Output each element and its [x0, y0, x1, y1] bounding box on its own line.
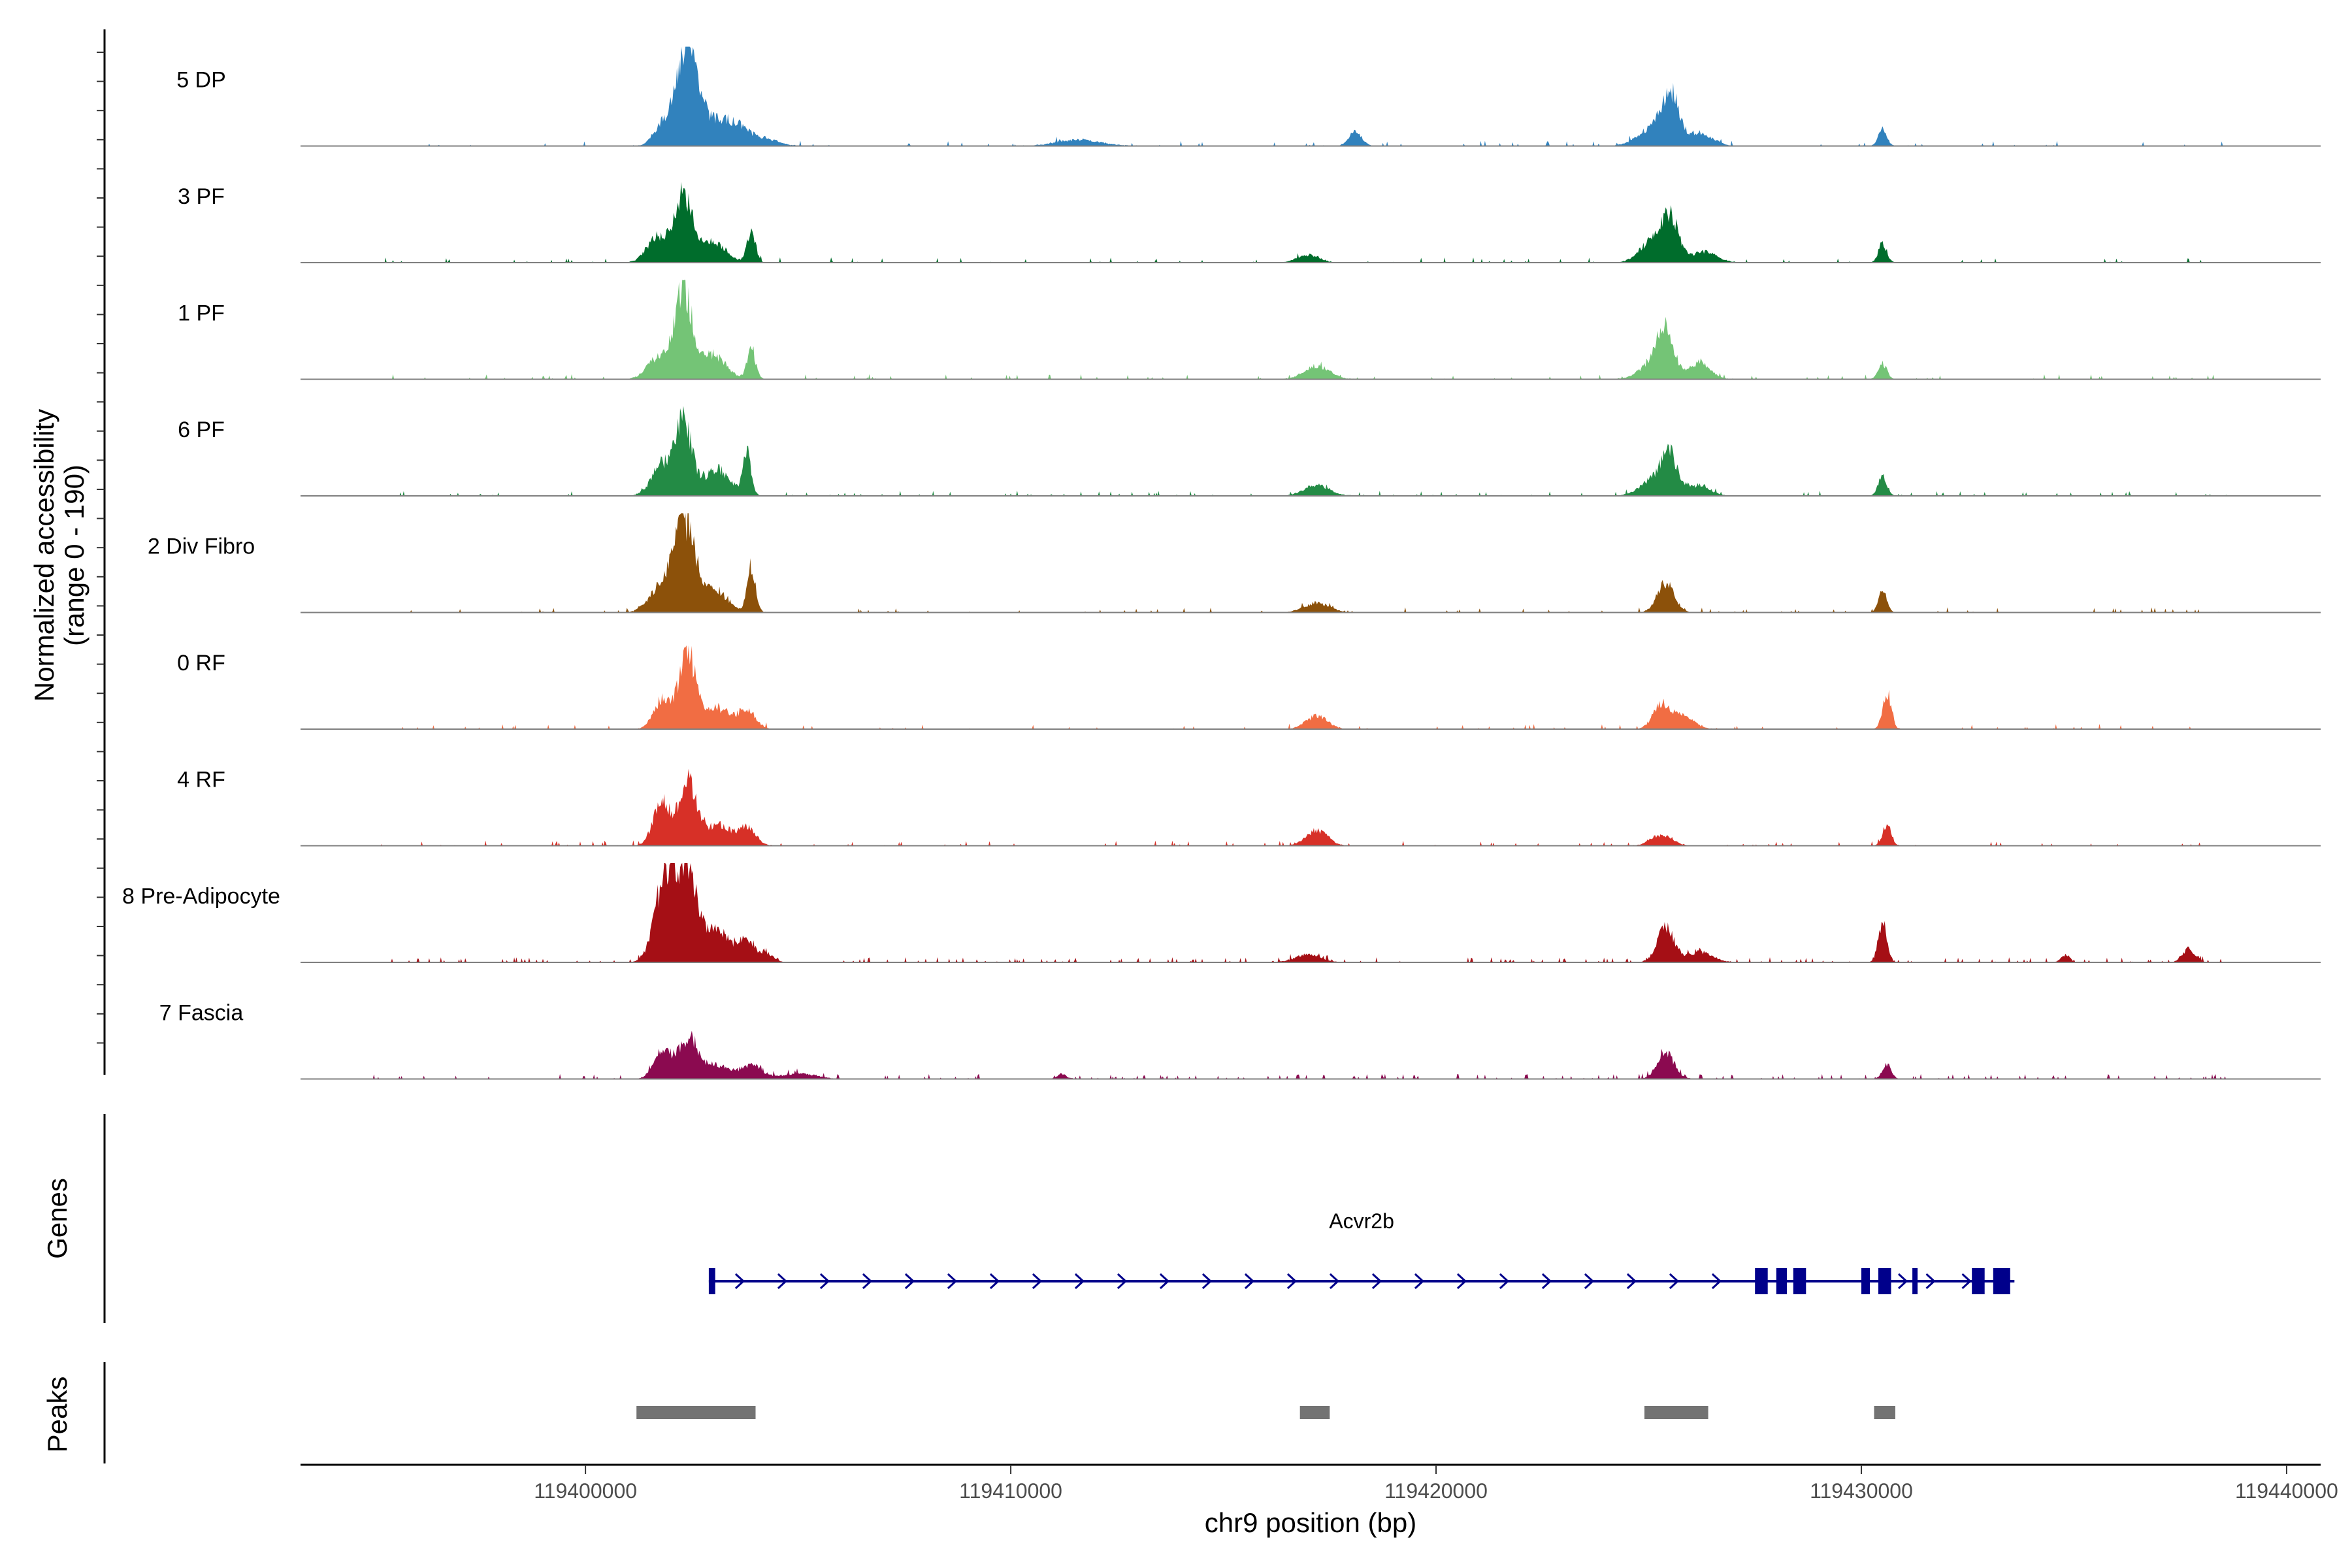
- x-axis-ticks: 119400000 119410000 119420000 119430000 1194…: [534, 1465, 2338, 1503]
- x-axis-title: chr9 position (bp): [1205, 1507, 1417, 1538]
- track-label: 8 Pre-Adipocyte: [122, 884, 280, 909]
- strand-arrow: [1626, 1273, 1637, 1290]
- coverage-area-8-pre-adipocyte: [372, 863, 2227, 962]
- gene-exon: [708, 1268, 715, 1294]
- gene-exon: [1878, 1268, 1891, 1294]
- strand-arrow: [989, 1273, 1000, 1290]
- strand-arrow: [777, 1273, 788, 1290]
- gene-exon: [1972, 1268, 1985, 1294]
- strand-arrow: [1329, 1273, 1340, 1290]
- gene-exon: [1793, 1268, 1806, 1294]
- strand-arrow: [1032, 1273, 1043, 1290]
- track-label: 3 PF: [178, 184, 225, 209]
- strand-arrow: [1897, 1273, 1908, 1290]
- gene-exon: [1755, 1268, 1768, 1294]
- track-labels: 5 DP 3 PF 1 PF 6 PF 2 Div Fibro 0 RF 4 RF 8 Pre…: [122, 68, 280, 1026]
- peak-region: [636, 1406, 756, 1419]
- track-label: 0 RF: [177, 651, 225, 676]
- track-label: 7 Fascia: [159, 1001, 244, 1026]
- track-label: 2 Div Fibro: [148, 534, 255, 559]
- peak-region: [1299, 1406, 1330, 1419]
- x-tick-label: 119430000: [1810, 1479, 1913, 1503]
- strand-arrow: [1201, 1273, 1213, 1290]
- gene-exon: [1776, 1268, 1788, 1294]
- x-tick-label: 119420000: [1384, 1479, 1488, 1503]
- strand-arrow: [1159, 1273, 1170, 1290]
- peak-track: [636, 1406, 1895, 1419]
- strand-arrow: [1711, 1273, 1722, 1290]
- strand-arrow: [1499, 1273, 1510, 1290]
- coverage-area-3-pf: [372, 182, 2227, 263]
- gene-name-label: Acvr2b: [1329, 1209, 1394, 1233]
- strand-arrow: [1244, 1273, 1255, 1290]
- x-tick-label: 119440000: [2235, 1479, 2338, 1503]
- strand-arrow: [862, 1273, 873, 1290]
- y-axis-subtitle: (range 0 - 190): [59, 465, 90, 646]
- strand-arrow: [1541, 1273, 1552, 1290]
- gene-exon: [1912, 1268, 1918, 1294]
- track-label: 4 RF: [177, 768, 225, 792]
- strand-arrow: [1669, 1273, 1680, 1290]
- gene-annotation-track: Acvr2b: [708, 1209, 2015, 1294]
- strand-arrow: [1456, 1273, 1467, 1290]
- strand-arrow: [1961, 1273, 1972, 1290]
- coverage-area-2-div-fibro: [372, 513, 2227, 613]
- peak-region: [1874, 1406, 1895, 1419]
- strand-arrow: [1371, 1273, 1382, 1290]
- track-label: 5 DP: [176, 68, 226, 93]
- y-axis-ticks: [97, 52, 105, 1044]
- y-axis-title: Normalized accessibility: [29, 409, 59, 702]
- strand-arrow: [1414, 1273, 1425, 1290]
- strand-arrow: [1584, 1273, 1595, 1290]
- strand-arrow: [1925, 1273, 1936, 1290]
- coverage-area-6-pf: [372, 406, 2227, 496]
- gene-exon: [1861, 1268, 1870, 1294]
- gene-exon: [1993, 1268, 2010, 1294]
- coverage-area-0-rf: [372, 645, 2227, 729]
- peaks-panel-label: Peaks: [42, 1377, 73, 1453]
- genes-panel-label: Genes: [42, 1178, 73, 1259]
- coverage-tracks: [301, 46, 2321, 1080]
- coverage-area-4-rf: [372, 768, 2227, 846]
- strand-arrow: [904, 1273, 915, 1290]
- x-tick-label: 119400000: [534, 1479, 637, 1503]
- track-label: 6 PF: [178, 417, 225, 442]
- strand-arrow: [947, 1273, 958, 1290]
- strand-arrow: [1286, 1273, 1298, 1290]
- track-label: 1 PF: [178, 301, 225, 326]
- strand-arrow: [734, 1273, 745, 1290]
- strand-arrow: [819, 1273, 830, 1290]
- coverage-area-7-fascia: [372, 1030, 2227, 1079]
- peak-region: [1644, 1406, 1708, 1419]
- x-tick-label: 119410000: [959, 1479, 1062, 1503]
- strand-arrow: [1117, 1273, 1128, 1290]
- coverage-area-5-dp: [372, 46, 2227, 146]
- strand-arrow: [1074, 1273, 1085, 1290]
- coverage-area-1-pf: [372, 280, 2227, 380]
